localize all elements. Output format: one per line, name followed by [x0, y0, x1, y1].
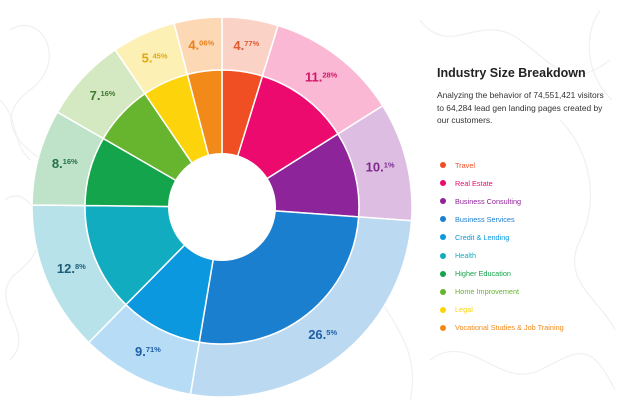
info-panel: Industry Size Breakdown Analyzing the be…	[437, 66, 612, 127]
legend-label: Legal	[455, 305, 473, 315]
legend-marker	[440, 270, 446, 277]
value-label-business-services: 26.5%	[308, 327, 337, 342]
legend-marker	[440, 198, 446, 205]
legend-item-travel[interactable]: Travel	[440, 156, 564, 174]
legend-marker	[440, 162, 446, 169]
legend-item-business-consulting[interactable]: Business Consulting	[440, 192, 564, 210]
legend-item-legal[interactable]: Legal	[440, 301, 564, 319]
inner-ring	[84, 69, 360, 345]
value-label-health: 12.8%	[57, 261, 86, 276]
chart-title: Industry Size Breakdown	[437, 66, 586, 80]
legend-label: Real Estate	[455, 178, 493, 188]
value-label-legal: 5.45%	[142, 51, 168, 66]
legend-item-credit-lending[interactable]: Credit & Lending	[440, 228, 564, 246]
value-label-home-improvement: 7.16%	[90, 88, 116, 103]
legend-label: Business Services	[455, 214, 515, 224]
legend-marker	[440, 306, 446, 313]
legend-label: Health	[455, 251, 477, 261]
legend: Travel Real Estate Business Consulting Busi…	[440, 156, 564, 337]
chart-subtitle: Analyzing the behavior of 74,551,421 vis…	[437, 90, 604, 125]
legend-marker	[440, 234, 446, 241]
legend-marker	[440, 324, 446, 331]
legend-label: Business Consulting	[455, 196, 522, 206]
legend-marker	[440, 180, 446, 187]
legend-item-home-improvement[interactable]: Home Improvement	[440, 283, 564, 301]
value-label-credit-lending: 9.71%	[135, 344, 161, 359]
value-label-travel: 4.77%	[233, 38, 259, 53]
value-label-real-estate: 11.28%	[305, 70, 338, 85]
legend-item-health[interactable]: Health	[440, 246, 564, 264]
legend-item-real-estate[interactable]: Real Estate	[440, 174, 564, 192]
value-label-higher-education: 8.16%	[52, 156, 78, 171]
value-label-business-consulting: 10.1%	[366, 159, 395, 174]
value-label-vocational-studies-job-training: 4.06%	[188, 37, 214, 52]
legend-item-business-services[interactable]: Business Services	[440, 210, 564, 228]
legend-marker	[440, 288, 446, 295]
value-labels: 4.77% 11.28% 10.1% 26.5% 9.71% 12.8% 8.16% 7.16…	[52, 37, 395, 359]
donut-hole	[168, 153, 276, 261]
legend-label: Travel	[455, 160, 476, 170]
legend-item-higher-education[interactable]: Higher Education	[440, 265, 564, 283]
legend-label: Vocational Studies & Job Training	[455, 323, 564, 333]
legend-marker	[440, 216, 446, 223]
legend-marker	[440, 252, 446, 259]
legend-item-vocational-studies-job-training[interactable]: Vocational Studies & Job Training	[440, 319, 564, 337]
legend-label: Home Improvement	[455, 287, 520, 297]
legend-label: Higher Education	[455, 269, 511, 279]
legend-label: Credit & Lending	[455, 232, 510, 242]
